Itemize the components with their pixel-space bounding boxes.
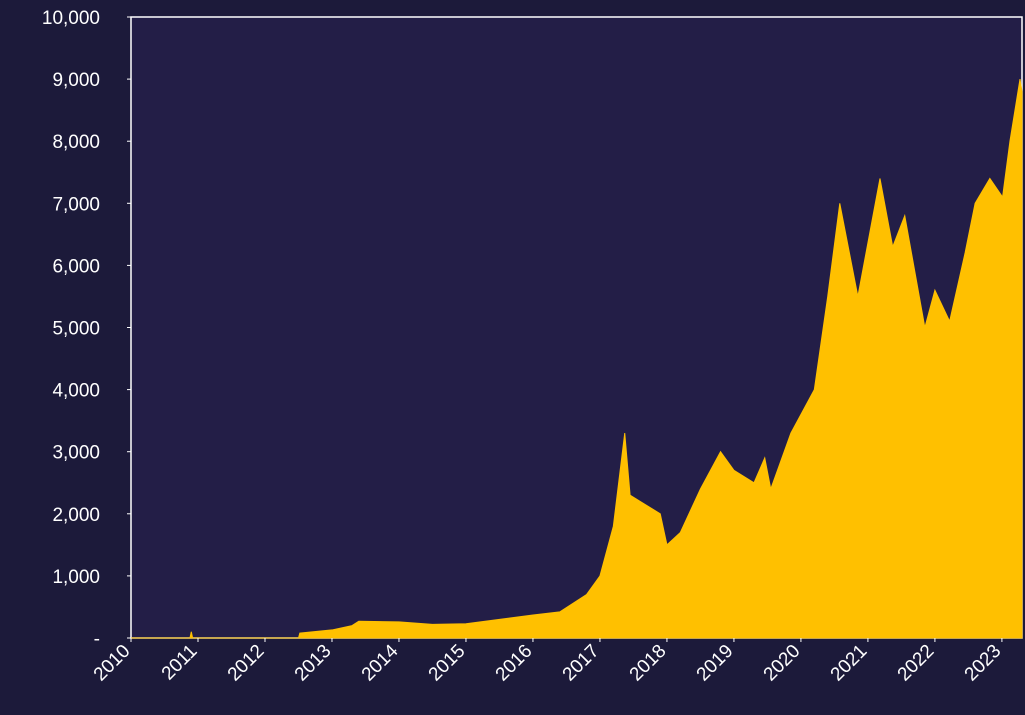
y-tick-label: 1,000	[52, 567, 100, 588]
x-tick-label: 2018	[626, 641, 671, 686]
x-tick-label: 2016	[492, 641, 537, 686]
y-tick-label: 5,000	[52, 319, 100, 340]
x-tick-label: 2014	[358, 640, 403, 685]
y-tick-label: 4,000	[52, 381, 100, 402]
x-tick-label: 2015	[425, 641, 470, 686]
y-tick-label: 9,000	[52, 70, 100, 91]
x-tick-label: 2013	[291, 641, 336, 686]
y-tick-label: 7,000	[52, 194, 100, 215]
x-tick-label: 2021	[827, 641, 872, 686]
area	[131, 79, 1023, 639]
y-tick-label: -	[94, 629, 100, 650]
x-tick-label: 2022	[894, 641, 939, 686]
y-tick-label: 8,000	[52, 132, 100, 153]
x-tick-label: 2023	[961, 641, 1006, 686]
x-tick-label: 2017	[559, 641, 604, 686]
x-tick-label: 2020	[760, 641, 805, 686]
y-tick-label: 10,000	[42, 8, 100, 29]
x-tick-label: 2012	[224, 641, 269, 686]
x-tick-label: 2011	[158, 641, 202, 685]
x-tick-label: 2019	[693, 641, 738, 686]
y-tick-label: 2,000	[52, 505, 100, 526]
y-tick-label: 6,000	[52, 256, 100, 277]
y-tick-label: 3,000	[52, 443, 100, 464]
